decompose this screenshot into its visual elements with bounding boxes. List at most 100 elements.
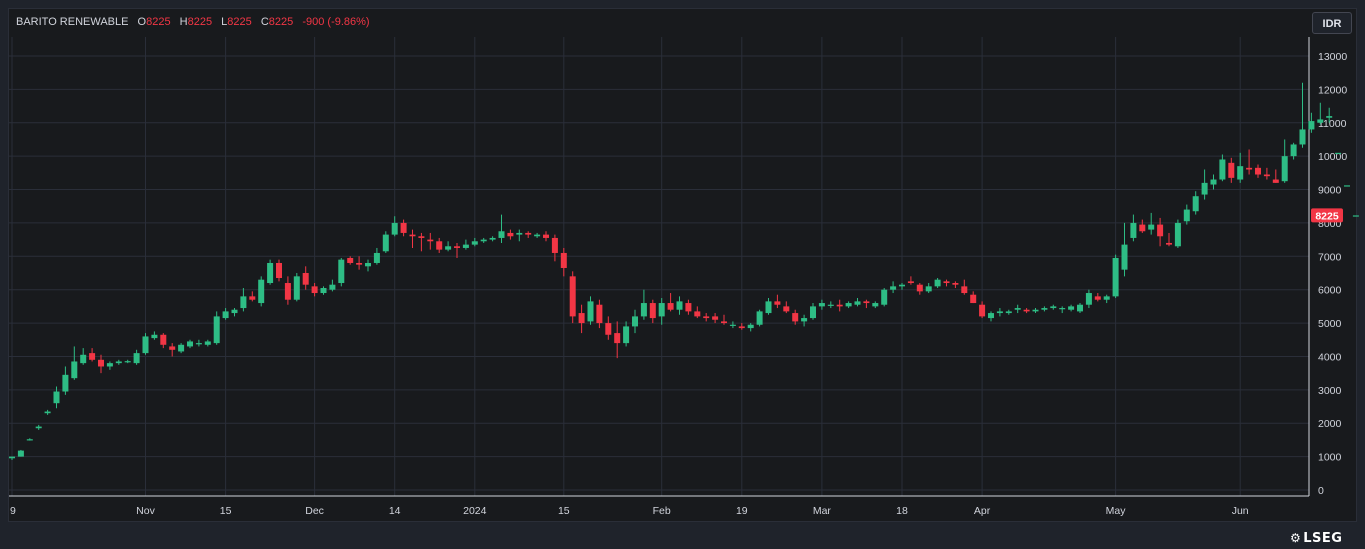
candle-body <box>827 304 834 306</box>
candle-body <box>365 262 371 267</box>
candle-body <box>276 262 282 279</box>
x-tick-label: 18 <box>896 505 908 517</box>
candle-body <box>1068 306 1075 310</box>
candle-body <box>1041 308 1048 310</box>
candle-body <box>551 237 558 253</box>
candle-body <box>258 279 265 304</box>
candle-body <box>1130 222 1137 238</box>
candle-body <box>409 234 416 237</box>
candle-body <box>195 343 202 345</box>
candle-body <box>881 289 888 305</box>
candle-body <box>320 288 327 294</box>
candle-body <box>1219 159 1226 180</box>
candle-body <box>961 286 968 294</box>
candle-body <box>712 316 719 320</box>
candle-body <box>792 313 799 322</box>
candle-body <box>667 303 674 310</box>
candle-body <box>169 346 176 350</box>
candle-body <box>267 262 274 284</box>
y-tick-label: 5000 <box>1318 318 1342 330</box>
candle-body <box>801 318 808 322</box>
candle-body <box>907 281 914 284</box>
candle-body <box>890 286 897 290</box>
candle-body <box>1139 224 1146 232</box>
lseg-logo-icon: ⚙ <box>1290 531 1302 545</box>
x-tick-label: Jun <box>1232 505 1249 517</box>
candle-body <box>436 241 443 250</box>
candle-body <box>1050 306 1057 309</box>
y-tick-label: 13000 <box>1318 51 1347 63</box>
x-tick-label: Nov <box>136 505 155 517</box>
x-tick-label: 14 <box>389 505 401 517</box>
candle-body <box>623 326 630 344</box>
candle-body <box>391 222 398 235</box>
x-tick-label: 9 <box>10 505 16 517</box>
candle-body <box>1317 119 1324 123</box>
currency-button[interactable]: IDR <box>1312 12 1352 34</box>
candle-body <box>418 236 425 238</box>
low-value: 8225 <box>227 16 252 28</box>
y-tick-label: 4000 <box>1318 351 1342 363</box>
ohlc-legend: BARITO RENEWABLE O8225 H8225 L8225 C8225… <box>16 16 370 28</box>
candle-body <box>916 284 923 292</box>
candle-body <box>356 262 363 265</box>
candle-body <box>240 296 247 309</box>
candle-body <box>480 239 487 242</box>
candle-body <box>293 276 300 300</box>
high-value: 8225 <box>187 16 213 28</box>
candle-body <box>1112 257 1119 297</box>
candle-body <box>204 341 211 345</box>
candle-body <box>1005 311 1012 314</box>
candle-body <box>160 334 167 345</box>
candle-body <box>454 246 460 248</box>
candle-body <box>1308 121 1315 130</box>
candle-body <box>249 296 256 300</box>
close-label: C <box>260 16 269 28</box>
candle-body <box>115 361 122 364</box>
candle-body <box>863 301 870 304</box>
candle-body <box>569 276 576 317</box>
candle-body <box>9 456 15 459</box>
y-tick-label: 2000 <box>1318 418 1342 430</box>
candle-body <box>1352 215 1359 217</box>
candle-body <box>1210 179 1217 185</box>
candle-body <box>213 316 220 344</box>
candle-body <box>462 244 469 248</box>
candle-body <box>1103 296 1110 300</box>
candle-body <box>1094 296 1101 300</box>
candle-body <box>703 316 710 319</box>
candle-body <box>382 234 389 252</box>
candle-body <box>729 324 736 326</box>
x-tick-label: 2024 <box>463 505 487 517</box>
candle-body <box>1157 224 1164 237</box>
y-tick-label: 3000 <box>1318 385 1342 397</box>
y-tick-label: 10000 <box>1318 151 1347 163</box>
high-label: H <box>179 16 188 28</box>
y-tick-label: 7000 <box>1318 251 1342 263</box>
candle-body <box>26 439 33 441</box>
candle-body <box>640 303 647 317</box>
candle-body <box>872 303 879 307</box>
candle-body <box>222 311 229 319</box>
candle-body <box>988 313 994 319</box>
candle-body <box>605 323 612 335</box>
candle-body <box>943 281 950 284</box>
candle-body <box>934 279 941 287</box>
candle-body <box>187 341 193 347</box>
candle-body <box>685 303 692 312</box>
candle-body <box>498 231 505 238</box>
candle-body <box>1335 152 1342 155</box>
candle-body <box>133 353 140 364</box>
candle-body <box>80 354 87 364</box>
candle-body <box>329 284 336 290</box>
candle-body <box>106 363 113 367</box>
candle-body <box>89 353 96 360</box>
last-price-badge <box>1311 208 1343 223</box>
candle-body <box>231 309 238 314</box>
candle-body <box>818 303 825 307</box>
candle-body <box>1023 309 1030 312</box>
candle-body <box>445 246 452 250</box>
brand-logo: ⚙ LSEG <box>1290 531 1342 546</box>
candle-body <box>35 426 42 429</box>
